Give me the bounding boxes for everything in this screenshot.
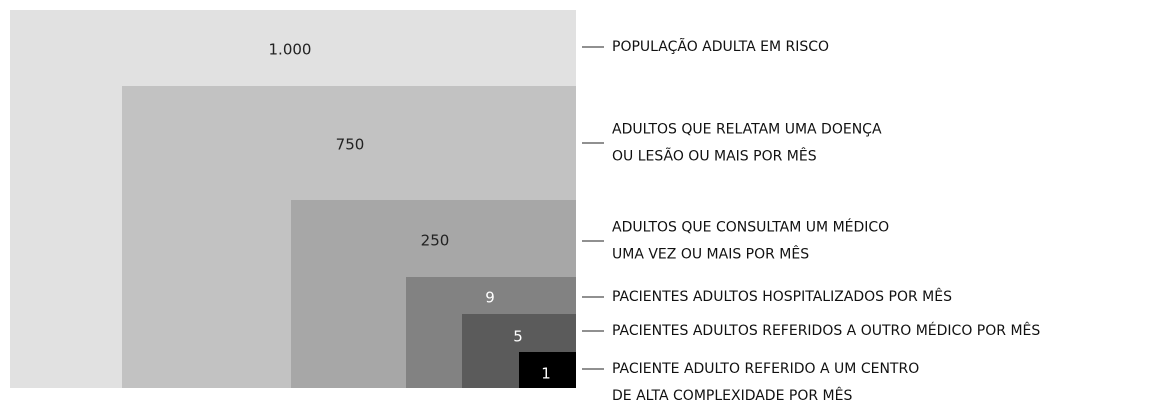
box-label: UMA VEZ OU MAIS POR MÊS — [612, 245, 809, 263]
box-label: PACIENTES ADULTOS REFERIDOS A OUTRO MÉDI… — [612, 321, 1040, 339]
box-value: 9 — [485, 289, 495, 307]
box-label: ADULTOS QUE RELATAM UMA DOENÇA — [612, 122, 882, 138]
box-label: PACIENTE ADULTO REFERIDO A UM CENTRO — [612, 361, 919, 377]
box-value: 1.000 — [269, 41, 312, 59]
box-label: PACIENTES ADULTOS HOSPITALIZADOS POR MÊS — [612, 287, 952, 305]
box-label: DE ALTA COMPLEXIDADE POR MÊS — [612, 386, 852, 404]
box-value: 250 — [421, 232, 450, 250]
box-label: ADULTOS QUE CONSULTAM UM MÉDICO — [612, 219, 889, 236]
box — [519, 352, 576, 388]
box-value: 1 — [541, 365, 551, 383]
box-label: OU LESÃO OU MAIS POR MÊS — [612, 147, 817, 165]
box-value: 750 — [336, 136, 365, 154]
box-label: POPULAÇÃO ADULTA EM RISCO — [612, 38, 829, 55]
box-value: 5 — [513, 328, 523, 346]
